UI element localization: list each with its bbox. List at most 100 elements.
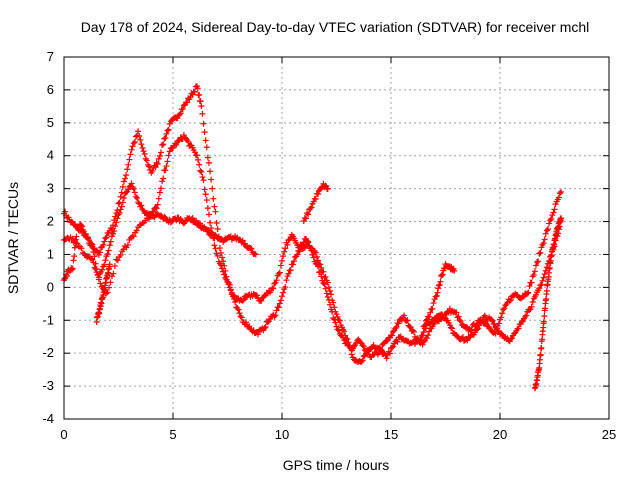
data-point bbox=[343, 335, 350, 342]
data-point bbox=[348, 351, 355, 358]
data-point bbox=[419, 332, 426, 339]
data-point bbox=[314, 257, 321, 264]
data-point bbox=[236, 310, 243, 317]
data-point bbox=[191, 88, 198, 95]
data-point bbox=[180, 102, 187, 109]
data-point bbox=[321, 281, 328, 288]
data-point bbox=[201, 129, 208, 136]
data-point bbox=[543, 287, 550, 294]
data-point bbox=[114, 257, 121, 264]
data-point bbox=[154, 201, 161, 208]
data-point bbox=[318, 264, 325, 271]
data-point bbox=[163, 163, 170, 170]
data-point bbox=[468, 326, 475, 333]
y-axis-label: SDTVAR / TECUs bbox=[5, 182, 21, 294]
data-point bbox=[447, 324, 454, 331]
data-point bbox=[248, 245, 255, 252]
data-point bbox=[139, 145, 146, 152]
data-point bbox=[544, 226, 551, 233]
data-point bbox=[160, 141, 167, 148]
data-point bbox=[246, 323, 253, 330]
data-point bbox=[535, 258, 542, 265]
data-point bbox=[202, 137, 209, 144]
data-point bbox=[196, 161, 203, 168]
data-point bbox=[122, 175, 129, 182]
data-point bbox=[491, 321, 498, 328]
data-point bbox=[132, 193, 139, 200]
data-point bbox=[128, 180, 135, 187]
data-point bbox=[106, 261, 113, 268]
data-point bbox=[324, 279, 331, 286]
data-point bbox=[300, 245, 307, 252]
data-point bbox=[341, 328, 348, 335]
data-point bbox=[214, 252, 221, 259]
data-point bbox=[175, 137, 182, 144]
data-point bbox=[279, 293, 285, 300]
data-point bbox=[277, 262, 284, 269]
y-tick-label: -2 bbox=[42, 345, 54, 360]
data-point bbox=[93, 247, 100, 254]
data-point bbox=[232, 299, 239, 306]
data-point bbox=[525, 289, 532, 296]
data-point bbox=[457, 318, 464, 325]
data-point bbox=[282, 245, 289, 252]
data-point bbox=[507, 297, 514, 304]
data-point bbox=[449, 325, 456, 332]
data-point bbox=[453, 309, 460, 316]
data-point bbox=[138, 141, 145, 148]
data-point bbox=[117, 251, 124, 258]
data-point bbox=[88, 240, 95, 247]
data-point bbox=[531, 268, 538, 275]
data-point bbox=[390, 343, 397, 350]
data-point bbox=[164, 127, 171, 134]
data-point bbox=[156, 152, 163, 159]
data-point bbox=[482, 320, 489, 327]
data-point bbox=[332, 319, 339, 326]
data-point bbox=[537, 351, 544, 358]
data-point bbox=[226, 284, 233, 291]
data-point bbox=[207, 219, 214, 226]
data-point bbox=[205, 211, 212, 218]
data-point bbox=[89, 241, 96, 248]
data-point bbox=[474, 326, 481, 333]
data-point bbox=[324, 294, 331, 301]
data-point bbox=[328, 291, 335, 298]
data-point bbox=[438, 272, 445, 279]
data-point bbox=[160, 175, 167, 182]
chart-title: Day 178 of 2024, Sidereal Day-to-day VTE… bbox=[81, 19, 590, 35]
data-point bbox=[322, 273, 329, 280]
data-point bbox=[536, 285, 543, 292]
data-point bbox=[204, 154, 211, 161]
data-point bbox=[501, 305, 508, 312]
data-point bbox=[79, 223, 86, 230]
data-point bbox=[451, 267, 458, 274]
data-point bbox=[100, 241, 107, 248]
data-point bbox=[102, 257, 109, 264]
data-point bbox=[212, 245, 219, 252]
y-tick-label: 3 bbox=[47, 181, 54, 196]
data-point bbox=[69, 265, 76, 272]
data-point bbox=[198, 168, 205, 175]
data-point bbox=[393, 323, 400, 330]
data-point bbox=[455, 313, 462, 320]
data-point bbox=[209, 185, 216, 192]
y-tick-label: 4 bbox=[47, 148, 54, 163]
data-point bbox=[202, 191, 209, 198]
series-trace-e bbox=[531, 215, 565, 392]
data-point bbox=[495, 320, 502, 327]
data-point bbox=[383, 355, 390, 362]
data-point bbox=[285, 270, 292, 277]
data-point bbox=[131, 138, 138, 145]
data-point bbox=[342, 332, 349, 339]
data-point bbox=[173, 141, 180, 148]
data-point bbox=[110, 270, 117, 277]
data-point bbox=[277, 297, 284, 304]
data-point bbox=[529, 298, 536, 305]
data-point bbox=[103, 234, 110, 241]
data-point bbox=[199, 110, 206, 117]
data-point bbox=[236, 236, 243, 243]
data-point bbox=[72, 236, 79, 243]
data-point bbox=[120, 178, 127, 185]
data-point bbox=[127, 151, 134, 158]
data-point bbox=[359, 357, 366, 364]
